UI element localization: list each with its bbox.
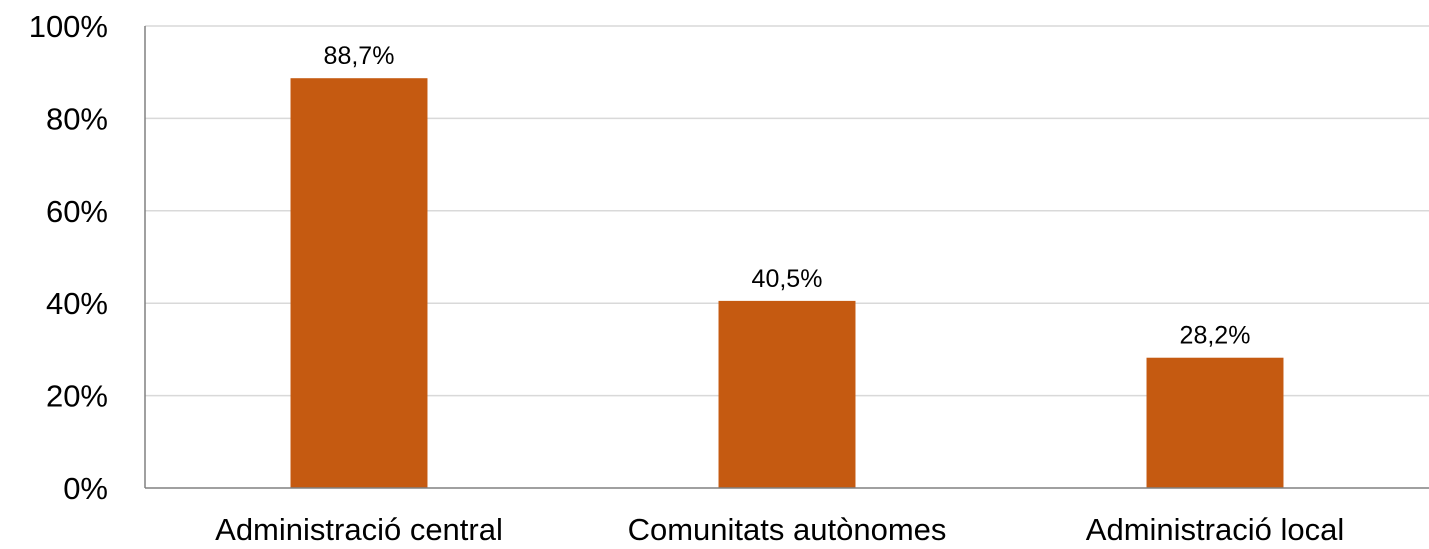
- y-tick-label: 0%: [63, 471, 108, 506]
- y-tick-label: 60%: [46, 194, 108, 229]
- x-axis-categories: Administració central Comunitats autònome…: [215, 512, 1344, 547]
- data-label: 28,2%: [1180, 322, 1251, 350]
- y-tick-label: 80%: [46, 101, 108, 136]
- bar: [290, 78, 428, 489]
- data-label: 88,7%: [324, 42, 395, 70]
- bar: [1146, 357, 1284, 488]
- bars: [290, 78, 1284, 489]
- category-label: Comunitats autònomes: [628, 512, 947, 547]
- category-label: Administració local: [1086, 512, 1344, 547]
- bar: [718, 300, 856, 488]
- y-tick-label: 100%: [29, 9, 108, 44]
- y-tick-label: 40%: [46, 286, 108, 321]
- y-axis-ticks: 0% 20% 40% 60% 80% 100%: [29, 9, 108, 506]
- category-label: Administració central: [215, 512, 503, 547]
- data-label: 40,5%: [752, 265, 823, 293]
- data-labels: 88,7% 40,5% 28,2%: [324, 42, 1251, 350]
- y-tick-label: 20%: [46, 379, 108, 414]
